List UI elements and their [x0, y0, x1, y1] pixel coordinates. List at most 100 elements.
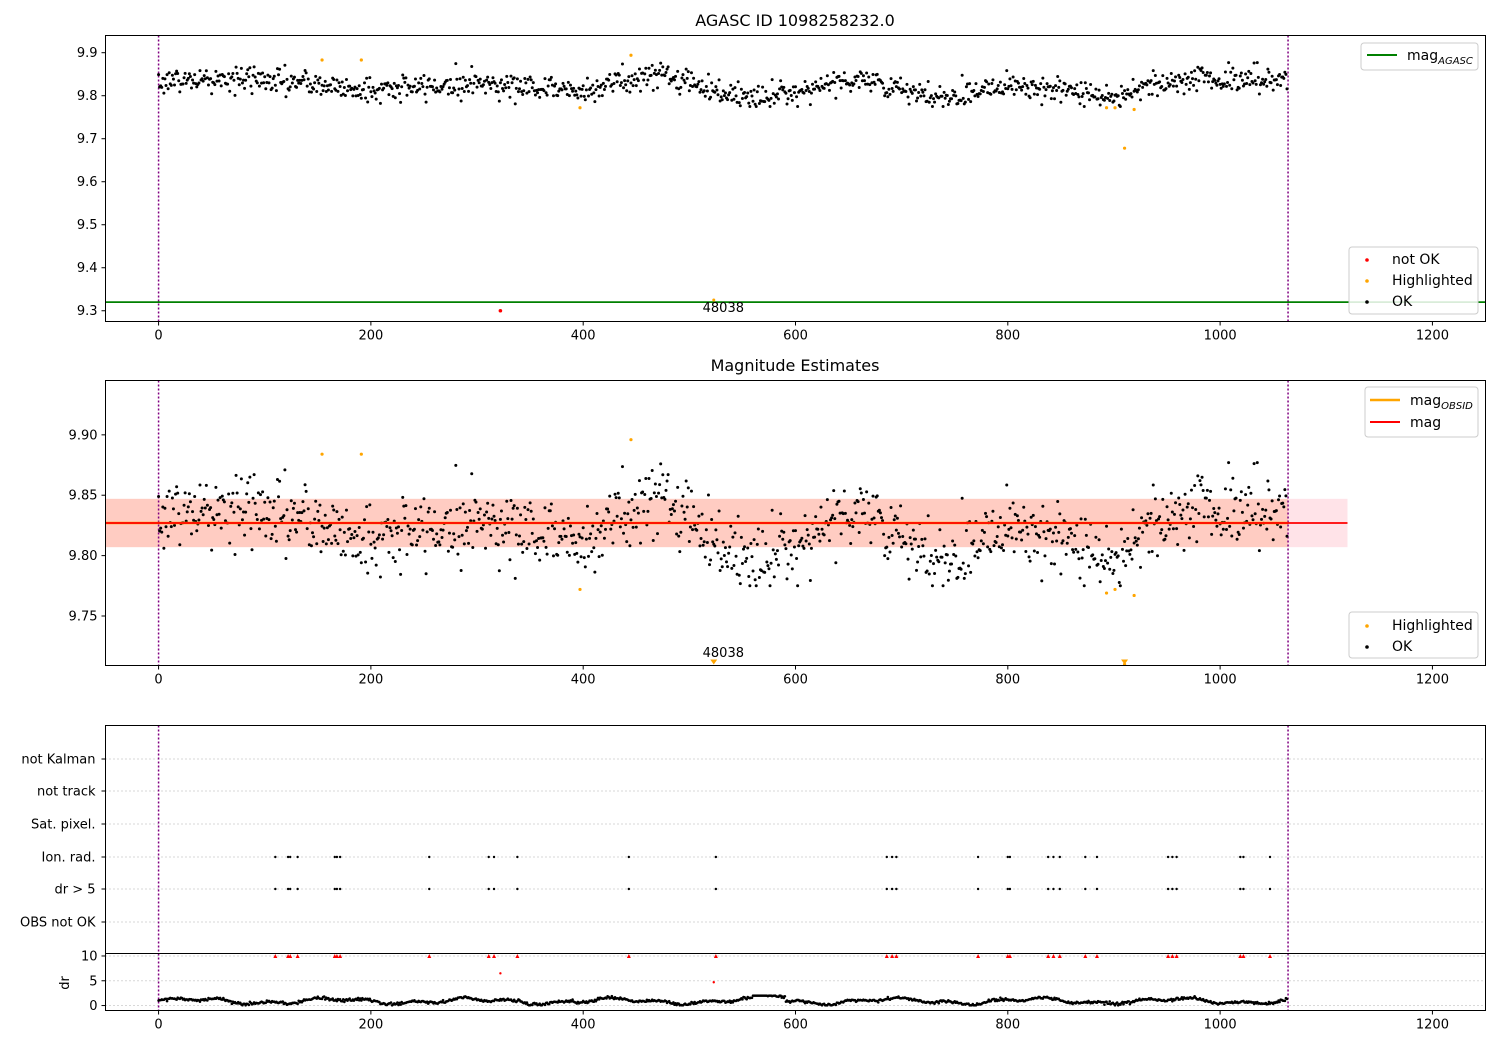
- ok-point: [863, 511, 866, 515]
- dr-point: [1266, 1002, 1270, 1006]
- ok-point: [1205, 70, 1209, 74]
- ok-point: [1082, 104, 1086, 108]
- ok-point: [1175, 527, 1179, 531]
- ok-point: [1249, 72, 1253, 76]
- ok-point: [991, 78, 995, 82]
- ok-point: [1186, 502, 1190, 506]
- ok-point: [453, 538, 457, 542]
- dr-point: [741, 998, 744, 1001]
- ok-point: [482, 513, 486, 517]
- ok-point: [721, 540, 725, 544]
- ok-point: [714, 85, 718, 89]
- ok-point: [188, 500, 192, 504]
- ok-point: [1118, 104, 1122, 108]
- ok-point: [967, 97, 971, 101]
- ok-point: [485, 510, 489, 514]
- ok-point: [401, 73, 405, 77]
- ok-point: [892, 518, 896, 522]
- ok-point: [177, 79, 181, 83]
- ok-point: [370, 556, 374, 560]
- ok-point: [1020, 88, 1024, 92]
- ok-point: [361, 88, 365, 92]
- ok-point: [407, 532, 411, 536]
- ok-point: [669, 512, 673, 516]
- ok-point: [543, 506, 547, 510]
- ok-point: [1226, 516, 1230, 520]
- ok-point: [751, 99, 755, 103]
- ok-point: [611, 89, 615, 93]
- ok-point: [475, 529, 479, 533]
- ok-point: [338, 84, 342, 88]
- ok-point: [995, 87, 999, 91]
- legend-label-mag-obsid: magOBSID: [1410, 393, 1473, 412]
- ok-point: [598, 530, 602, 534]
- ok-point: [255, 518, 259, 522]
- ok-point: [346, 540, 350, 544]
- ok-point: [778, 87, 782, 91]
- ok-point: [770, 508, 774, 512]
- ok-point: [806, 533, 810, 537]
- ok-point: [1187, 87, 1191, 91]
- ok-point: [405, 93, 409, 97]
- ok-point: [772, 101, 776, 105]
- ok-point: [186, 76, 190, 80]
- ok-point: [1224, 84, 1228, 88]
- ok-point: [657, 491, 661, 495]
- ok-point: [269, 537, 273, 541]
- ok-point: [687, 89, 691, 93]
- ok-point: [899, 504, 903, 508]
- ok-point: [1114, 551, 1118, 555]
- ok-point: [775, 92, 779, 96]
- ok-point: [654, 494, 658, 498]
- ok-point: [204, 69, 208, 73]
- ok-point: [309, 544, 313, 548]
- ok-point: [579, 555, 583, 559]
- ok-point: [197, 518, 201, 522]
- ok-point: [358, 550, 362, 554]
- magnitude-panel-frame: [105, 380, 1486, 666]
- ok-point: [374, 563, 378, 567]
- ok-point: [1269, 517, 1273, 521]
- ok-point: [768, 584, 772, 588]
- ok-point: [632, 508, 636, 512]
- ok-point: [1065, 541, 1069, 545]
- ok-point: [1054, 84, 1058, 88]
- ok-point: [1077, 95, 1081, 99]
- ok-point: [504, 531, 508, 535]
- ok-point: [445, 78, 449, 82]
- ok-point: [1055, 88, 1059, 92]
- ok-point: [981, 89, 985, 93]
- dr-point: [885, 997, 889, 1001]
- dr-point: [1103, 1003, 1106, 1006]
- flag-point: [338, 887, 342, 891]
- ok-point: [306, 77, 310, 81]
- ok-point: [166, 87, 170, 91]
- ok-point: [1246, 76, 1250, 80]
- ok-point: [1105, 83, 1109, 87]
- ok-point: [261, 71, 265, 75]
- ok-point: [703, 94, 707, 98]
- ok-point: [299, 82, 303, 86]
- ok-point: [470, 65, 474, 69]
- ok-point: [1206, 515, 1210, 519]
- ok-point: [1254, 82, 1258, 86]
- ok-point: [202, 497, 206, 501]
- ok-point: [496, 90, 500, 94]
- ok-point: [631, 84, 635, 88]
- ok-point: [717, 509, 721, 513]
- ok-point: [571, 89, 575, 93]
- ok-point: [984, 511, 988, 515]
- flag-point: [1006, 887, 1010, 891]
- ok-point: [1141, 530, 1145, 534]
- ok-point: [250, 92, 254, 96]
- ok-point: [235, 71, 239, 75]
- ok-point: [587, 94, 590, 98]
- ok-point: [501, 533, 505, 537]
- ok-point: [289, 499, 293, 503]
- dr-point: [937, 1001, 941, 1005]
- ok-point: [950, 97, 954, 101]
- ok-point: [412, 527, 416, 531]
- ok-point: [700, 79, 704, 83]
- ok-point: [312, 87, 316, 91]
- ok-point: [1255, 61, 1259, 65]
